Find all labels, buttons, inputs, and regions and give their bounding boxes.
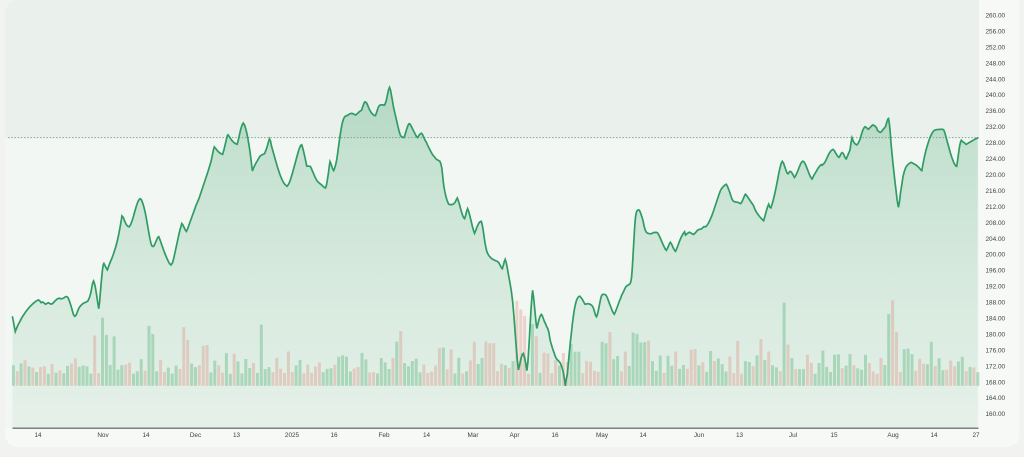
svg-text:164.00: 164.00 (986, 395, 1006, 402)
svg-text:Dec: Dec (190, 432, 202, 439)
svg-text:14: 14 (639, 432, 647, 439)
svg-text:Nov: Nov (97, 432, 109, 439)
svg-text:200.00: 200.00 (986, 252, 1006, 259)
svg-text:244.00: 244.00 (986, 76, 1006, 83)
svg-text:220.00: 220.00 (986, 172, 1006, 179)
svg-text:16: 16 (551, 432, 559, 439)
svg-text:192.00: 192.00 (986, 284, 1006, 291)
svg-text:Mar: Mar (467, 432, 479, 439)
svg-text:248.00: 248.00 (986, 60, 1006, 67)
svg-text:Jul: Jul (789, 432, 797, 439)
svg-text:14: 14 (930, 432, 938, 439)
svg-text:224.00: 224.00 (986, 156, 1006, 163)
svg-text:204.00: 204.00 (986, 236, 1006, 243)
svg-text:14: 14 (34, 432, 42, 439)
svg-text:256.00: 256.00 (986, 28, 1006, 35)
svg-text:May: May (596, 432, 609, 439)
svg-text:15: 15 (830, 432, 838, 439)
svg-text:27: 27 (972, 432, 980, 439)
svg-text:168.00: 168.00 (986, 379, 1006, 386)
svg-text:16: 16 (330, 432, 338, 439)
svg-text:236.00: 236.00 (986, 108, 1006, 115)
svg-text:160.00: 160.00 (986, 411, 1006, 418)
svg-text:228.00: 228.00 (986, 140, 1006, 147)
svg-text:212.00: 212.00 (986, 204, 1006, 211)
svg-text:2025: 2025 (285, 432, 300, 439)
svg-text:Apr: Apr (510, 432, 521, 439)
svg-text:Feb: Feb (378, 432, 389, 439)
svg-text:14: 14 (423, 432, 431, 439)
svg-text:252.00: 252.00 (986, 44, 1006, 51)
svg-text:188.00: 188.00 (986, 300, 1006, 307)
svg-text:Aug: Aug (887, 432, 899, 439)
svg-text:Jun: Jun (694, 432, 705, 439)
svg-text:240.00: 240.00 (986, 92, 1006, 99)
svg-text:13: 13 (233, 432, 241, 439)
svg-text:172.00: 172.00 (986, 363, 1006, 370)
svg-text:232.00: 232.00 (986, 124, 1006, 131)
svg-text:196.00: 196.00 (986, 268, 1006, 275)
svg-text:13: 13 (736, 432, 744, 439)
svg-text:176.00: 176.00 (986, 347, 1006, 354)
svg-text:180.00: 180.00 (986, 331, 1006, 338)
svg-text:184.00: 184.00 (986, 316, 1006, 323)
svg-text:208.00: 208.00 (986, 220, 1006, 227)
svg-text:260.00: 260.00 (986, 12, 1006, 19)
svg-text:14: 14 (142, 432, 150, 439)
svg-text:216.00: 216.00 (986, 188, 1006, 195)
